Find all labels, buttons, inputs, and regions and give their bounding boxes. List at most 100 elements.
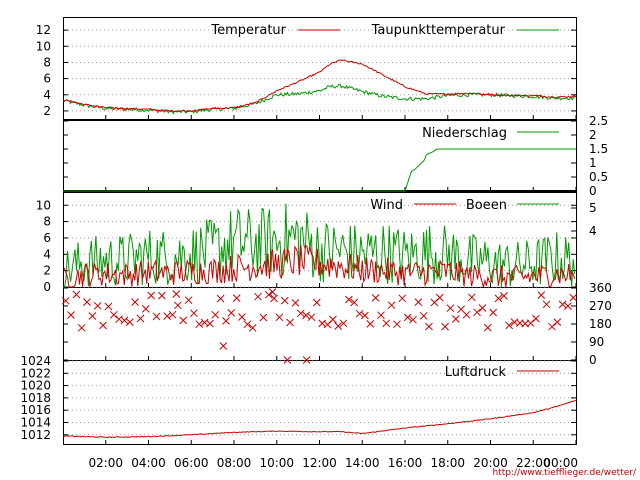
wind-y-tick-label: 0: [43, 280, 51, 294]
wind-direction-marker: [125, 318, 134, 326]
temperatur-line: [62, 59, 577, 113]
wind-direction-marker: [355, 309, 364, 318]
temperature-legend: Temperatur Taupunkttemperatur: [210, 23, 559, 38]
legend-boeen: Boeen: [466, 198, 507, 213]
wind-direction-marker: [83, 298, 91, 306]
pressure-y-tick-label: 1024: [20, 354, 51, 368]
wind-direction-marker: [152, 312, 161, 321]
temperature-y-tick-label: 2: [43, 104, 51, 118]
x-tick-label: 14:00: [345, 456, 380, 470]
wind-direction-marker: [339, 319, 348, 328]
wind-direction-marker: [564, 302, 572, 310]
wind-direction-marker: [446, 304, 455, 313]
taupunkttemperatur-line: [62, 83, 577, 115]
wind-direction-marker: [291, 299, 300, 307]
wind-right-tick-label: 5: [589, 201, 597, 215]
precipitation-y-tick-label: 0.5: [589, 170, 608, 184]
wind-direction-marker: [425, 322, 433, 331]
pressure-y-tick-label: 1016: [20, 403, 51, 417]
wind-direction-marker: [216, 294, 225, 303]
temperature-y-tick-label: 6: [43, 72, 51, 86]
wind-direction-marker: [93, 301, 102, 310]
wind-direction-marker: [532, 314, 540, 323]
wind-direction-marker: [345, 295, 353, 304]
direction-y-tick-label: 180: [589, 317, 612, 331]
legend-wind: Wind: [370, 198, 403, 213]
wind-direction-marker: [377, 311, 385, 320]
direction-y-tick-label: 360: [589, 281, 612, 295]
wind-direction-marker: [537, 291, 546, 299]
wind-direction-marker: [302, 356, 311, 364]
temperature-y-tick-label: 8: [43, 55, 51, 69]
wind-direction-marker: [270, 294, 278, 303]
wind-direction-marker: [259, 313, 268, 322]
direction-y-tick-label: 90: [589, 335, 604, 349]
wind-direction-marker: [302, 311, 310, 320]
niederschlag-line: [63, 148, 576, 192]
source-url: http://www.tiefflieger.de/wetter/: [493, 468, 637, 478]
legend-luftdruck: Luftdruck: [445, 365, 507, 380]
wind-direction-marker: [158, 291, 166, 300]
x-tick-label: 22:00: [516, 456, 551, 470]
pressure-legend: Luftdruck: [445, 365, 559, 380]
x-tick-label: 06:00: [174, 456, 209, 470]
pressure-y-tick-label: 1012: [20, 428, 51, 442]
pressure-y-tick-label: 1022: [20, 366, 51, 380]
wind-y-tick-label: 8: [43, 215, 51, 229]
wind-direction-marker: [238, 313, 246, 321]
wind-direction-marker: [206, 319, 214, 328]
pressure-y-tick-label: 1014: [20, 415, 51, 429]
wind-direction-marker: [312, 298, 321, 307]
precipitation-y-tick-label: 1.5: [589, 142, 608, 156]
wind-direction-marker: [136, 314, 145, 323]
wind-direction-marker: [553, 318, 562, 326]
wind-direction-marker: [179, 316, 188, 325]
wind-direction-marker: [280, 296, 289, 305]
x-tick-label: 20:00: [473, 456, 508, 470]
x-tick-label: 10:00: [259, 456, 294, 470]
wind-direction-marker: [227, 309, 236, 317]
x-tick-label: 00:00: [543, 456, 578, 470]
wind-direction-marker: [542, 300, 551, 309]
tick-labels: 2468101200.511.522.502468104509018027036…: [20, 23, 611, 470]
wind-direction-marker: [222, 317, 230, 325]
wind-direction-marker: [104, 302, 113, 311]
x-tick-label: 02:00: [88, 456, 123, 470]
wind-direction-marker: [275, 313, 284, 322]
wind-direction-marker: [473, 308, 481, 317]
wind-direction-panel: [63, 287, 577, 361]
wind-direction-marker: [489, 308, 498, 317]
wind-direction-marker: [131, 298, 139, 306]
wind-direction-marker: [409, 315, 417, 324]
wind-direction-marker: [77, 323, 86, 332]
wind-direction-marker: [505, 321, 514, 330]
wind-direction-marker: [329, 315, 337, 324]
x-tick-label: 04:00: [131, 456, 166, 470]
wind-direction-marker: [382, 319, 391, 328]
wind-direction-marker: [419, 311, 428, 320]
wind-direction-marker: [371, 294, 380, 302]
wind-y-tick-label: 2: [43, 264, 51, 278]
wind-direction-marker: [219, 342, 228, 350]
wind-direction-marker: [334, 322, 343, 330]
wind-direction-marker: [243, 320, 252, 329]
wind-direction-marker: [483, 323, 492, 332]
wind-y-tick-label: 10: [36, 198, 51, 212]
wind-direction-marker: [264, 290, 273, 299]
direction-y-tick-label: 270: [589, 299, 612, 313]
boeen-line: [63, 203, 576, 288]
wind-direction-marker: [184, 296, 193, 305]
wind-direction-marker: [451, 315, 460, 323]
temperature-y-tick-label: 12: [36, 23, 51, 37]
wind-direction-marker: [172, 290, 181, 298]
wind-direction-marker: [307, 313, 316, 322]
data-series: [61, 59, 578, 439]
direction-y-tick-label: 0: [589, 353, 597, 367]
wind-direction-marker: [190, 309, 198, 318]
wind-direction-marker: [414, 298, 423, 306]
wind-direction-marker: [361, 311, 369, 320]
x-tick-label: 08:00: [217, 456, 252, 470]
precipitation-legend: Niederschlag: [422, 126, 559, 141]
wind-direction-marker: [286, 318, 294, 327]
